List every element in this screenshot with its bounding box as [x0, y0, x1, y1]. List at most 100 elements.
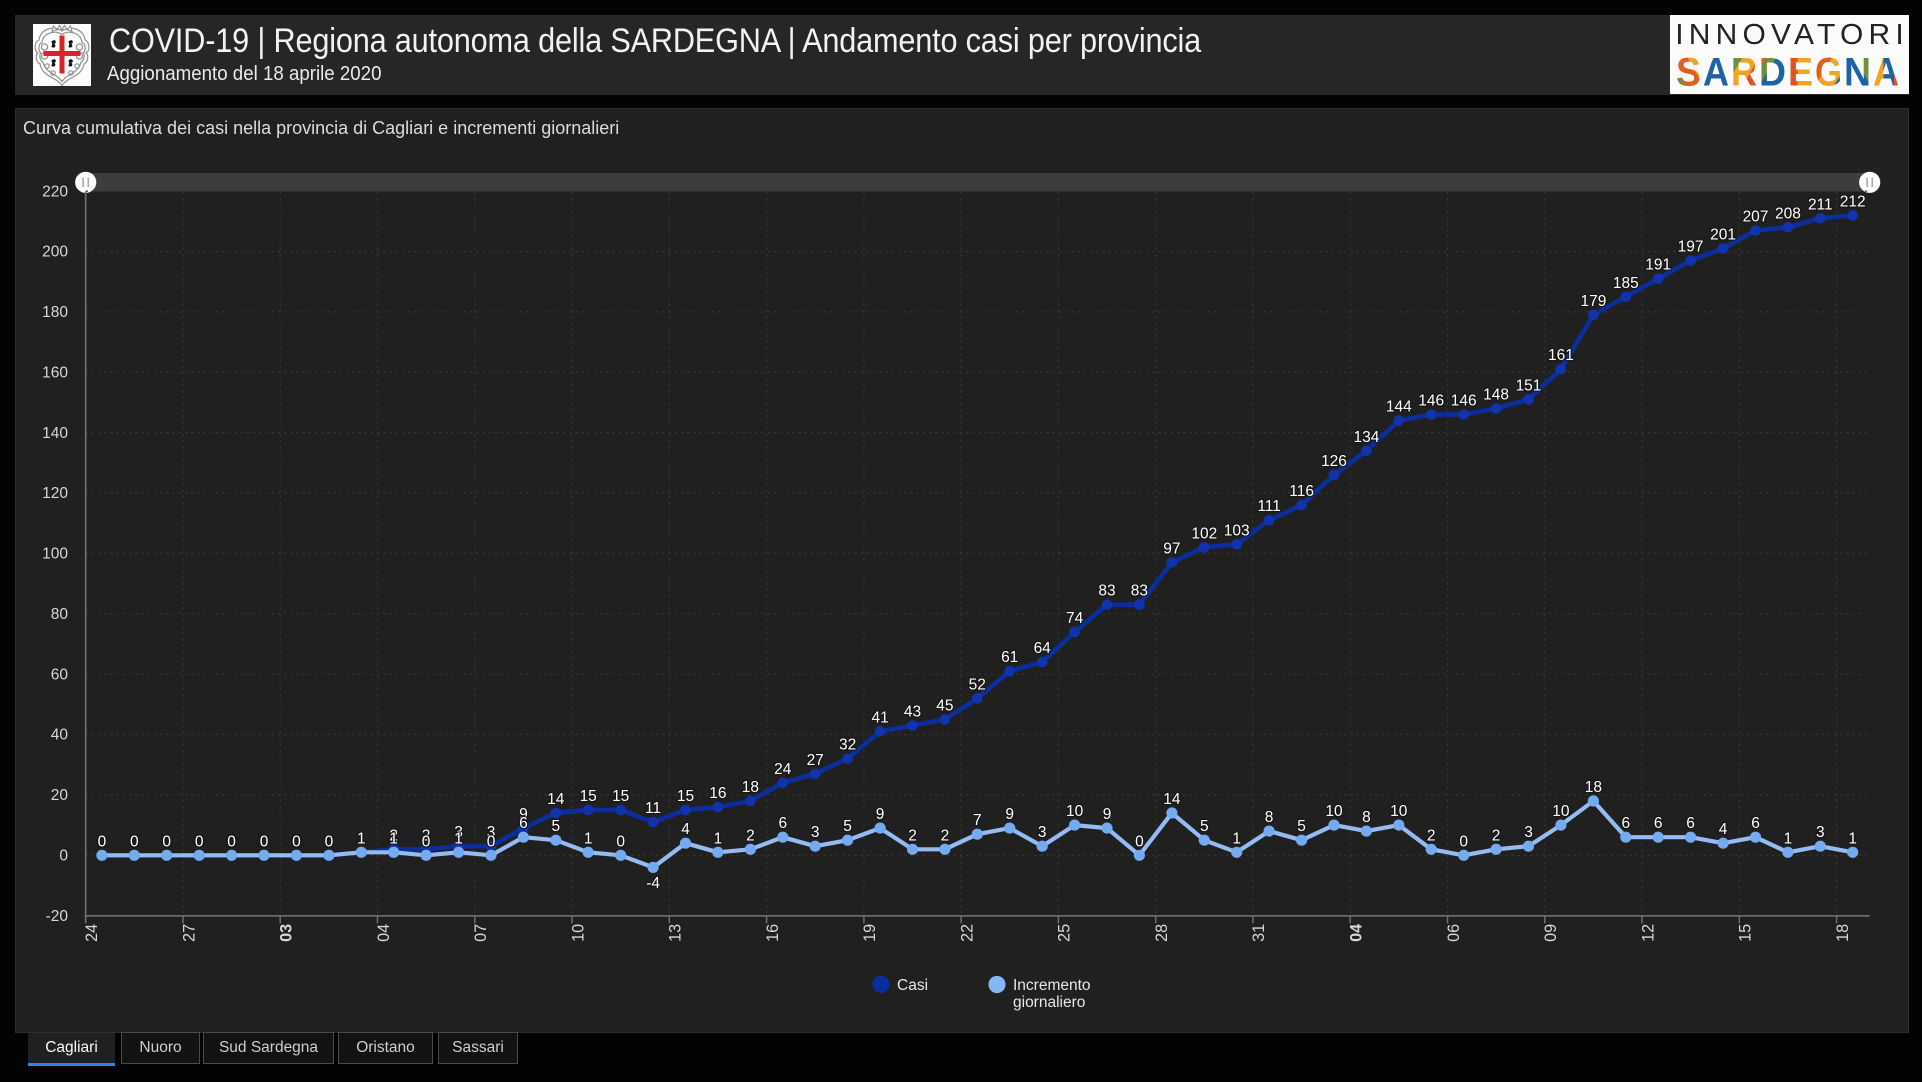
svg-text:1: 1: [584, 830, 593, 847]
svg-text:1: 1: [357, 830, 366, 847]
svg-text:5: 5: [1200, 818, 1209, 835]
svg-text:22: 22: [958, 924, 976, 942]
svg-text:102: 102: [1191, 525, 1217, 542]
svg-text:9: 9: [1103, 806, 1112, 823]
svg-text:148: 148: [1483, 387, 1509, 404]
svg-text:100: 100: [42, 546, 68, 563]
svg-text:27: 27: [807, 752, 824, 769]
svg-text:2: 2: [422, 827, 431, 844]
svg-text:1: 1: [1848, 830, 1857, 847]
svg-text:179: 179: [1580, 293, 1606, 310]
svg-text:2: 2: [1492, 827, 1501, 844]
svg-text:1: 1: [389, 830, 398, 847]
svg-text:0: 0: [59, 848, 68, 865]
svg-text:8: 8: [1265, 809, 1274, 826]
svg-text:03: 03: [278, 924, 296, 942]
svg-text:140: 140: [42, 425, 68, 442]
svg-text:0: 0: [292, 833, 301, 850]
svg-text:giornaliero: giornaliero: [1013, 994, 1085, 1011]
svg-text:41: 41: [871, 710, 888, 727]
svg-text:28: 28: [1153, 924, 1171, 942]
svg-text:0: 0: [260, 833, 269, 850]
svg-text:103: 103: [1224, 522, 1250, 539]
svg-text:161: 161: [1548, 347, 1574, 364]
svg-text:1: 1: [1232, 830, 1241, 847]
svg-text:40: 40: [51, 727, 69, 744]
svg-text:0: 0: [260, 833, 269, 850]
svg-text:146: 146: [1418, 393, 1444, 410]
svg-text:18: 18: [742, 779, 759, 796]
svg-text:14: 14: [547, 791, 565, 808]
svg-text:83: 83: [1131, 583, 1148, 600]
svg-text:9: 9: [519, 806, 528, 823]
svg-text:191: 191: [1645, 257, 1671, 274]
svg-text:20: 20: [51, 787, 69, 804]
svg-text:6: 6: [1654, 815, 1663, 832]
svg-text:0: 0: [616, 833, 625, 850]
svg-text:212: 212: [1840, 193, 1866, 210]
svg-text:14: 14: [1163, 791, 1181, 808]
svg-text:5: 5: [843, 818, 852, 835]
svg-text:45: 45: [936, 697, 953, 714]
svg-text:10: 10: [569, 924, 587, 942]
svg-text:3: 3: [811, 824, 820, 841]
svg-text:0: 0: [1459, 833, 1468, 850]
svg-text:6: 6: [1621, 815, 1630, 832]
svg-text:0: 0: [325, 833, 334, 850]
svg-text:185: 185: [1613, 275, 1639, 292]
svg-text:04: 04: [1348, 924, 1366, 942]
svg-text:19: 19: [861, 924, 879, 942]
svg-text:16: 16: [764, 924, 782, 942]
svg-text:0: 0: [1135, 833, 1144, 850]
svg-text:A: A: [1703, 54, 1729, 94]
svg-text:0: 0: [162, 833, 171, 850]
svg-text:6: 6: [519, 815, 528, 832]
svg-text:N: N: [1844, 54, 1871, 94]
svg-text:-4: -4: [646, 875, 660, 892]
svg-text:6: 6: [778, 815, 787, 832]
svg-text:5: 5: [551, 818, 560, 835]
svg-text:200: 200: [42, 244, 68, 261]
svg-text:197: 197: [1678, 239, 1704, 256]
svg-text:-20: -20: [46, 908, 69, 925]
svg-text:15: 15: [612, 788, 629, 805]
svg-text:2: 2: [389, 827, 398, 844]
svg-text:18: 18: [1834, 924, 1852, 942]
svg-text:31: 31: [1250, 924, 1268, 942]
svg-text:07: 07: [472, 924, 490, 942]
svg-text:Casi: Casi: [897, 977, 928, 994]
svg-text:18: 18: [1585, 779, 1602, 796]
svg-text:208: 208: [1775, 205, 1801, 222]
svg-text:207: 207: [1743, 208, 1769, 225]
svg-text:7: 7: [973, 812, 982, 829]
svg-text:15: 15: [677, 788, 694, 805]
svg-text:80: 80: [51, 606, 69, 623]
svg-text:201: 201: [1710, 227, 1736, 244]
svg-text:10: 10: [1066, 803, 1084, 820]
svg-text:24: 24: [83, 924, 101, 942]
svg-text:9: 9: [876, 806, 885, 823]
svg-text:160: 160: [42, 365, 68, 382]
svg-text:151: 151: [1516, 377, 1542, 394]
svg-text:6: 6: [1751, 815, 1760, 832]
svg-text:G: G: [1815, 54, 1842, 94]
svg-text:83: 83: [1098, 583, 1115, 600]
svg-text:1: 1: [714, 830, 723, 847]
svg-text:3: 3: [454, 824, 463, 841]
svg-text:A: A: [1873, 54, 1899, 94]
svg-text:1: 1: [454, 830, 463, 847]
svg-text:0: 0: [227, 833, 236, 850]
svg-text:126: 126: [1321, 453, 1347, 470]
svg-text:0: 0: [292, 833, 301, 850]
svg-text:16: 16: [709, 785, 726, 802]
svg-text:146: 146: [1451, 393, 1477, 410]
svg-text:3: 3: [1524, 824, 1533, 841]
svg-text:52: 52: [969, 676, 986, 693]
svg-text:0: 0: [487, 833, 496, 850]
svg-text:3: 3: [487, 824, 496, 841]
svg-text:04: 04: [375, 924, 393, 942]
svg-text:120: 120: [42, 485, 68, 502]
svg-text:9: 9: [1005, 806, 1014, 823]
svg-text:11: 11: [645, 800, 661, 817]
svg-text:220: 220: [42, 183, 68, 200]
